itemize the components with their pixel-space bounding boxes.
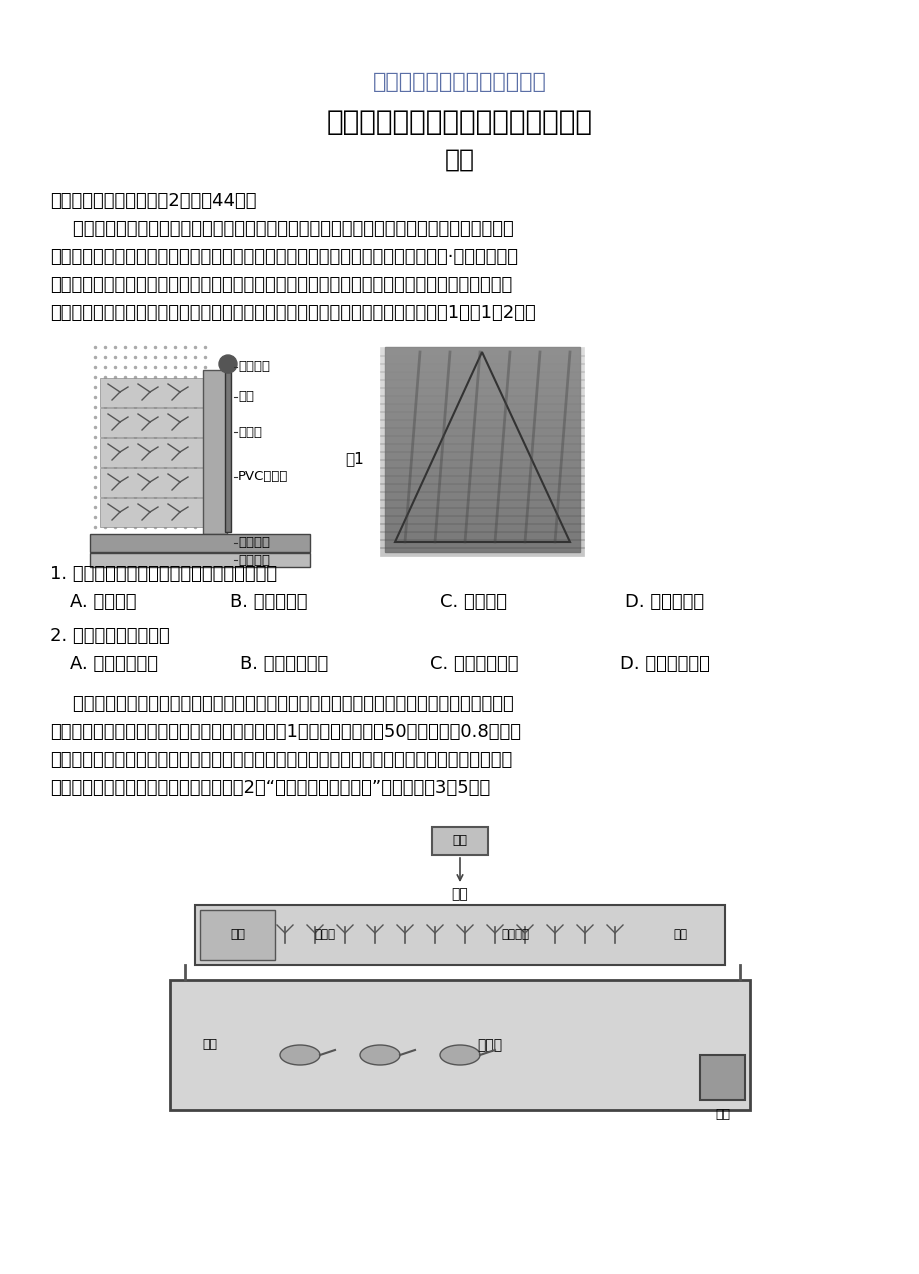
Text: D. 土壤与温度: D. 土壤与温度 xyxy=(624,592,703,612)
Text: 植物墙，是指充分利用不同的立地条件，选择攀援植物及其它植物栽植并依附或者铺贴于各种: 植物墙，是指充分利用不同的立地条件，选择攀援植物及其它植物栽植并依附或者铺贴于各… xyxy=(50,220,513,238)
Bar xyxy=(100,498,205,527)
Text: A. 交通安全: A. 交通安全 xyxy=(70,592,136,612)
Text: 水泵: 水泵 xyxy=(714,1108,729,1121)
Text: 1. 体型不同的植物布局考虑的主要自然因素是: 1. 体型不同的植物布局考虑的主要自然因素是 xyxy=(50,564,277,583)
Text: 蔬菜: 蔬菜 xyxy=(451,887,468,901)
Bar xyxy=(432,827,487,855)
Text: 光照: 光照 xyxy=(452,834,467,847)
Text: D. 增加绻化面积: D. 增加绻化面积 xyxy=(619,655,709,673)
Text: B. 丰富城市景观: B. 丰富城市景观 xyxy=(240,655,328,673)
Text: 肉。这种以菜净水、以水养鱼、以鱼种菜的生态循环模式，实现了鱼、水、菜的和谐，逐渐出现于: 肉。这种以菜净水、以水养鱼、以鱼种菜的生态循环模式，实现了鱼、水、菜的和谐，逐渐… xyxy=(50,750,512,769)
Text: 2. 植物墙的核心功能是: 2. 植物墙的核心功能是 xyxy=(50,627,170,645)
Bar xyxy=(199,910,275,961)
Ellipse shape xyxy=(439,1045,480,1065)
Text: 之间达到一种和谐的生态平衡关系。数据表明：用1公斤鱼食，生产至50公斤蔬菜和0.8公斤鱼: 之间达到一种和谐的生态平衡关系。数据表明：用1公斤鱼食，生产至50公斤蔬菜和0.… xyxy=(50,724,520,741)
Text: C. 景观协调: C. 景观协调 xyxy=(439,592,506,612)
Text: A. 减少建筑能耗: A. 减少建筑能耗 xyxy=(70,655,158,673)
Text: 鱼菜共生系统是高密度水产养殖技术与蔬菜无土栽培技术有机结合的产物，是水产动物和蔬菜: 鱼菜共生系统是高密度水产养殖技术与蔬菜无土栽培技术有机结合的产物，是水产动物和蔬… xyxy=(50,696,513,713)
Text: 一些大中城市的庭院和街道的暖房中。图2为“鱼菜共生系统示意图”，据此完成3～5题。: 一些大中城市的庭院和街道的暖房中。图2为“鱼菜共生系统示意图”，据此完成3～5题… xyxy=(50,778,490,798)
Text: 鱼食: 鱼食 xyxy=(673,929,686,941)
Bar xyxy=(203,369,227,534)
Bar xyxy=(90,534,310,552)
Bar xyxy=(100,378,205,406)
Text: B. 光照与水分: B. 光照与水分 xyxy=(230,592,307,612)
Text: 鱼缸: 鱼缸 xyxy=(202,1038,217,1051)
Bar xyxy=(100,408,205,437)
Text: 精品地理学习资料【精修版】: 精品地理学习资料【精修版】 xyxy=(373,73,546,92)
Text: 地理: 地理 xyxy=(445,148,474,172)
Bar xyxy=(195,905,724,964)
Bar xyxy=(699,1055,744,1099)
Text: 图1: 图1 xyxy=(345,451,363,466)
Text: 艘床: 艘床 xyxy=(230,929,244,941)
Text: 罗非鱼: 罗非鱼 xyxy=(477,1038,502,1052)
Text: 建筑墙体: 建筑墙体 xyxy=(238,553,269,567)
Bar xyxy=(225,372,231,533)
Bar xyxy=(384,347,579,552)
Bar xyxy=(100,468,205,497)
Text: 亚础酸盐: 亚础酸盐 xyxy=(501,929,528,941)
Ellipse shape xyxy=(359,1045,400,1065)
Ellipse shape xyxy=(279,1045,320,1065)
Text: 防水层: 防水层 xyxy=(238,426,262,438)
Text: 毛汊: 毛汊 xyxy=(238,391,254,404)
Text: 一、单项选择题（每小题2分，入44分）: 一、单项选择题（每小题2分，入44分） xyxy=(50,192,256,210)
Text: 构筑物及其它空间结构上的绻化方式。毛汊式建筑垂直绻化由法国植物学家帕特里克·布兰克发明，: 构筑物及其它空间结构上的绻化方式。毛汊式建筑垂直绻化由法国植物学家帕特里克·布兰… xyxy=(50,248,517,266)
Text: 他将体型较大的植物放置于植物墙的上方，体型较小的植物放置于植物墙的下方。该类型植物墙的: 他将体型较大的植物放置于植物墙的上方，体型较小的植物放置于植物墙的下方。该类型植… xyxy=(50,276,512,294)
Bar xyxy=(90,553,310,567)
Text: 灌溉系统: 灌溉系统 xyxy=(238,361,269,373)
Text: C. 延长建筑寿命: C. 延长建筑寿命 xyxy=(429,655,518,673)
Text: 最大特点是不需要土壤和种植基质，以管线方式传输水分和养料维持植物生长。读图1完戝1～2题。: 最大特点是不需要土壤和种植基质，以管线方式传输水分和养料维持植物生长。读图1完戝… xyxy=(50,304,535,322)
Bar xyxy=(170,980,749,1110)
Bar xyxy=(100,438,205,468)
Text: 支撑框架: 支撑框架 xyxy=(238,536,269,549)
Circle shape xyxy=(219,355,237,373)
Text: PVC塑料板: PVC塑料板 xyxy=(238,470,288,484)
Text: 础酸盐: 础酸盐 xyxy=(314,929,335,941)
Text: 泉港区第一中学高三上学期期中考试: 泉港区第一中学高三上学期期中考试 xyxy=(326,108,593,136)
